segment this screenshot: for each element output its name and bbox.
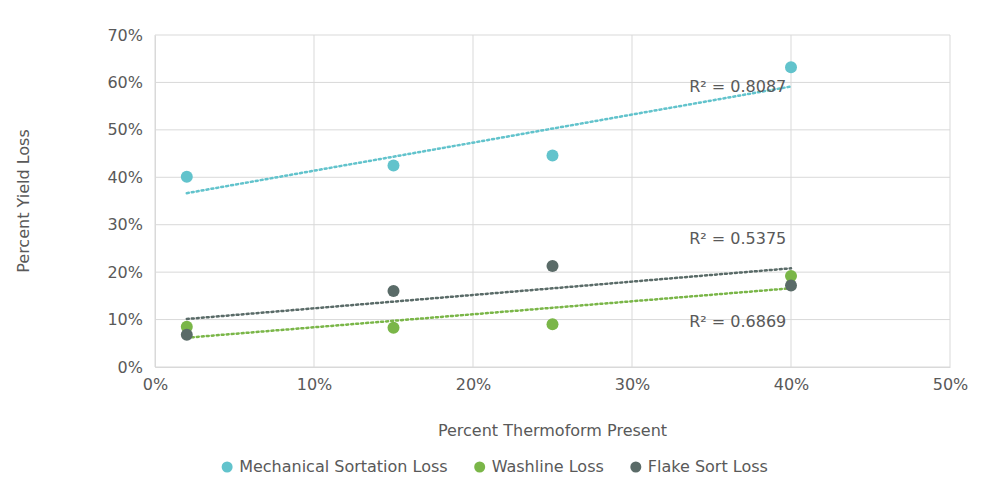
tick-label: 50% [933, 375, 969, 394]
tick: 0% [143, 367, 168, 394]
point [388, 285, 400, 297]
tick-label: 60% [107, 73, 143, 92]
x-grid-line [632, 35, 633, 367]
trend-line [187, 87, 791, 194]
x-grid-line [473, 35, 474, 367]
y-axis: 0% 10% 20% 30% 40% 50% 60% 70% [107, 26, 155, 377]
x-grid-line [155, 35, 156, 367]
legend-marker [474, 462, 485, 473]
tick: 60% [107, 73, 155, 92]
chart: 0% 10% 20% 30% 40% 50% 0% 10% 20% 30% 40% 50% 60% 70%… [0, 0, 985, 478]
tick-label: 20% [107, 263, 143, 282]
tick-label: 10% [107, 310, 143, 329]
point [181, 171, 193, 183]
y-grid-line [155, 367, 950, 368]
legend-item: Mechanical Sortation Loss [222, 457, 448, 476]
axis-line [155, 36, 156, 368]
point [181, 329, 193, 341]
point [388, 159, 400, 171]
y-axis-title: Percent Yield Loss [14, 129, 33, 273]
tick-label: 30% [615, 375, 651, 394]
legend-label: Mechanical Sortation Loss [239, 457, 448, 476]
point [547, 318, 559, 330]
tick: 20% [456, 367, 492, 394]
tick: 10% [107, 310, 155, 329]
annotation: R² = 0.6869 [689, 312, 786, 331]
tick: 50% [933, 367, 969, 394]
tick: 0% [118, 358, 155, 377]
legend-item: Flake Sort Loss [630, 457, 768, 476]
point [547, 260, 559, 272]
y-grid-line [155, 35, 950, 36]
x-grid-line [791, 35, 792, 367]
x-grid-line [314, 35, 315, 367]
legend-marker [222, 462, 233, 473]
plot: 0% 10% 20% 30% 40% 50% 0% 10% 20% 30% 40% 50% 60% 70% [107, 26, 968, 395]
tick: 40% [107, 168, 155, 187]
axis-line [156, 367, 951, 368]
marks [181, 61, 797, 340]
grid [155, 35, 950, 367]
tick-label: 70% [107, 26, 143, 45]
x-axis: 0% 10% 20% 30% 40% 50% [143, 367, 968, 394]
legend-label: Washline Loss [492, 457, 604, 476]
legend-label: Flake Sort Loss [648, 457, 768, 476]
point [388, 322, 400, 334]
y-grid-line [155, 224, 950, 225]
tick: 50% [107, 120, 155, 139]
tick-label: 50% [107, 120, 143, 139]
y-grid-line [155, 82, 950, 83]
tick: 10% [297, 367, 333, 394]
point [785, 61, 797, 73]
trend-line [187, 288, 791, 337]
point [547, 149, 559, 161]
tick-label: 40% [107, 168, 143, 187]
tick-label: 0% [143, 375, 168, 394]
legend-item: Washline Loss [474, 457, 604, 476]
x-grid-line [950, 35, 951, 367]
annotation: R² = 0.8087 [689, 77, 786, 96]
tick: 30% [615, 367, 651, 394]
x-axis-title: Percent Thermoform Present [438, 421, 667, 440]
point [785, 279, 797, 291]
tick-label: 40% [774, 375, 810, 394]
tick: 20% [107, 263, 155, 282]
tick-label: 30% [107, 215, 143, 234]
tick-label: 10% [297, 375, 333, 394]
annotation: R² = 0.5375 [689, 229, 786, 248]
tick-label: 20% [456, 375, 492, 394]
tick-label: 0% [118, 358, 143, 377]
legend-marker [630, 462, 641, 473]
legend: Mechanical Sortation Loss Washline Loss Fl… [222, 457, 768, 476]
tick: 30% [107, 215, 155, 234]
tick: 40% [774, 367, 810, 394]
tick: 70% [107, 26, 155, 45]
